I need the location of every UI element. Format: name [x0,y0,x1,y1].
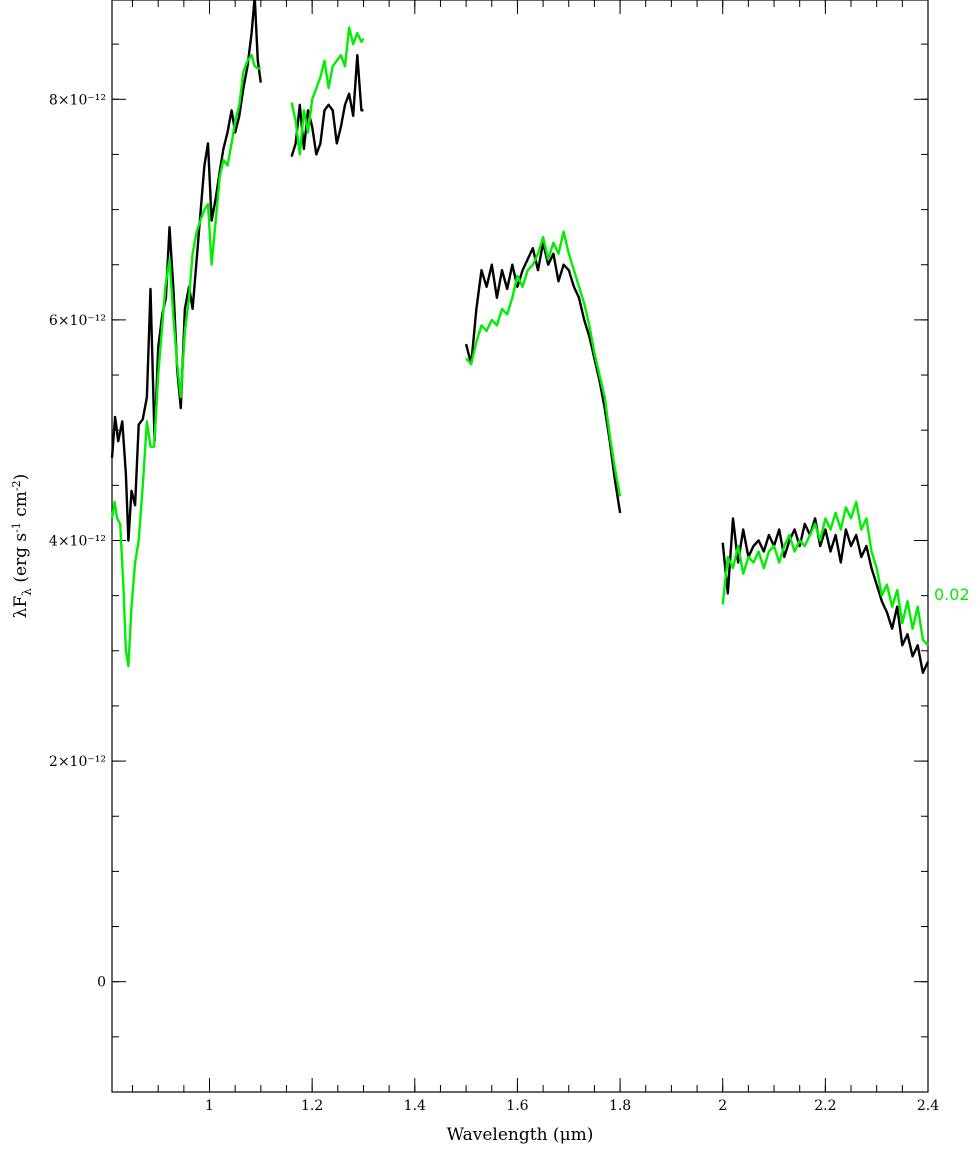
y-axis-title: λFλ (erg s-1 cm-2) [10,474,34,619]
y-tick-label: 8×10⁻¹² [49,92,106,108]
x-tick-label: 1.8 [609,1098,631,1114]
axis-ticks [112,0,929,1093]
series-1-segment-2 [465,230,622,497]
y-tick-label: 0 [97,975,106,991]
series-lines [110,0,930,674]
series-0-segment-3 [721,517,930,674]
x-axis-title: Wavelength (μm) [447,1125,594,1145]
x-tick-label: 2.4 [917,1098,939,1114]
series-1-segment-3 [721,500,929,647]
x-tick-label: 1.4 [404,1098,426,1114]
x-tick-label: 2 [718,1098,727,1114]
axis-tick-labels: 1 1.2 1.4 1.6 1.8 2 2.2 2.4 0 2×10⁻¹² 4×10⁻¹² 6×10⁻… [49,92,939,1114]
series-label-0-02: 0.02 [934,585,970,604]
x-tick-label: 2.2 [814,1098,836,1114]
series-0-segment-0 [110,0,262,542]
x-tick-label: 1.2 [301,1098,323,1114]
y-tick-label: 6×10⁻¹² [49,313,106,329]
series-1-segment-1 [290,26,365,156]
series-0-segment-1 [290,54,364,157]
series-1-segment-0 [110,54,261,668]
x-tick-label: 1 [205,1098,214,1114]
series-0-segment-2 [464,241,622,514]
y-tick-label: 2×10⁻¹² [49,754,106,770]
y-tick-label: 4×10⁻¹² [49,533,106,549]
plot-frame [111,0,929,1093]
x-tick-label: 1.6 [506,1098,528,1114]
